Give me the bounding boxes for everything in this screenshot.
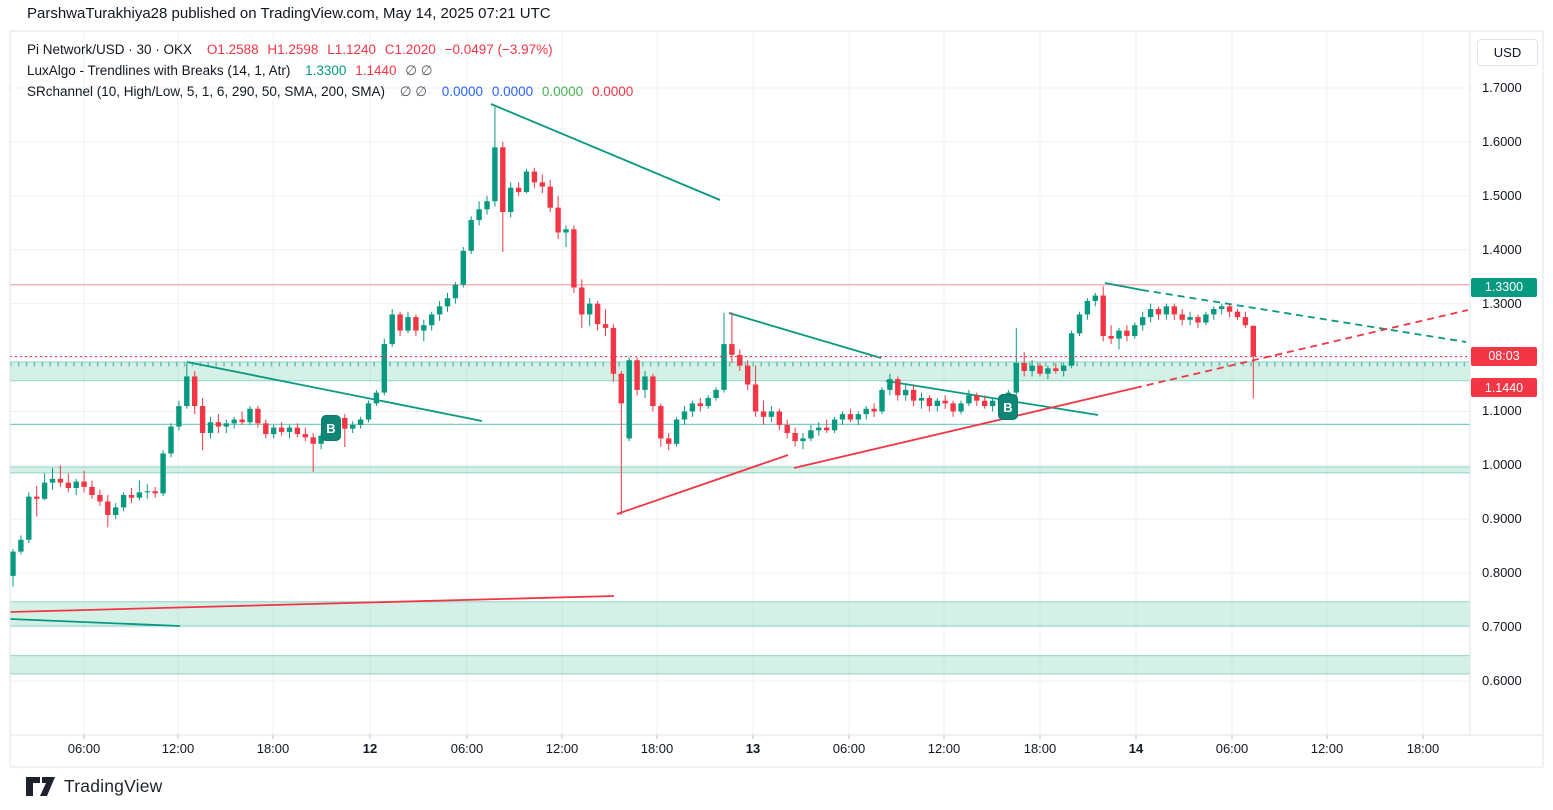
chart-legend: Pi Network/USD · 30 · OKX O1.2588 H1.259…	[27, 39, 638, 102]
sr-band	[10, 361, 1470, 381]
red-trendline	[793, 387, 1136, 469]
ohlc-change: −0.0497 (−3.97%)	[444, 42, 553, 57]
red-trendline	[616, 454, 789, 515]
symbol-title: Pi Network/USD · 30 · OKX	[27, 42, 193, 57]
teal-trendline	[490, 103, 721, 201]
srchannel-value-2: 0.0000	[491, 84, 534, 99]
srchannel-empty-values: ∅ ∅	[399, 84, 427, 99]
ohlc-high: H1.2598	[267, 42, 319, 57]
luxalgo-upper-value: 1.3300	[305, 63, 347, 78]
sr-band	[10, 466, 1470, 473]
red-dashed-trendline	[1134, 309, 1469, 389]
luxalgo-empty-values: ∅ ∅	[405, 63, 433, 78]
legend-srchannel-row[interactable]: SRchannel (10, High/Low, 5, 1, 6, 290, 5…	[27, 81, 638, 102]
red-trendline	[9, 595, 615, 613]
teal-trendline	[186, 361, 483, 422]
teal-dashed-trendline	[1141, 289, 1467, 343]
teal-trendline	[728, 312, 882, 359]
tradingview-logo-icon	[26, 777, 55, 796]
srchannel-value-4: 0.0000	[591, 84, 634, 99]
teal-trendline	[9, 618, 181, 627]
tradingview-logo-text: TradingView	[64, 776, 163, 796]
ohlc-low: L1.1240	[327, 42, 376, 57]
ohlc-close: C1.2020	[384, 42, 436, 57]
ohlc-open: O1.2588	[206, 42, 259, 57]
currency-toggle-button[interactable]: USD	[1477, 39, 1538, 66]
teal-trendline	[885, 380, 1099, 416]
legend-symbol-row[interactable]: Pi Network/USD · 30 · OKX O1.2588 H1.259…	[27, 39, 638, 60]
legend-luxalgo-row[interactable]: LuxAlgo - Trendlines with Breaks (14, 1,…	[27, 60, 638, 81]
srchannel-value-3: 0.0000	[541, 84, 584, 99]
luxalgo-lower-value: 1.1440	[355, 63, 397, 78]
indicator-luxalgo-title: LuxAlgo - Trendlines with Breaks (14, 1,…	[27, 63, 291, 78]
sr-band	[10, 655, 1470, 674]
srchannel-value-1: 0.0000	[441, 84, 484, 99]
tradingview-logo[interactable]: TradingView	[26, 776, 163, 797]
indicator-srchannel-title: SRchannel (10, High/Low, 5, 1, 6, 290, 5…	[27, 84, 385, 99]
publish-attribution: ParshwaTurakhiya28 published on TradingV…	[27, 5, 551, 22]
teal-trendline	[1104, 282, 1143, 291]
